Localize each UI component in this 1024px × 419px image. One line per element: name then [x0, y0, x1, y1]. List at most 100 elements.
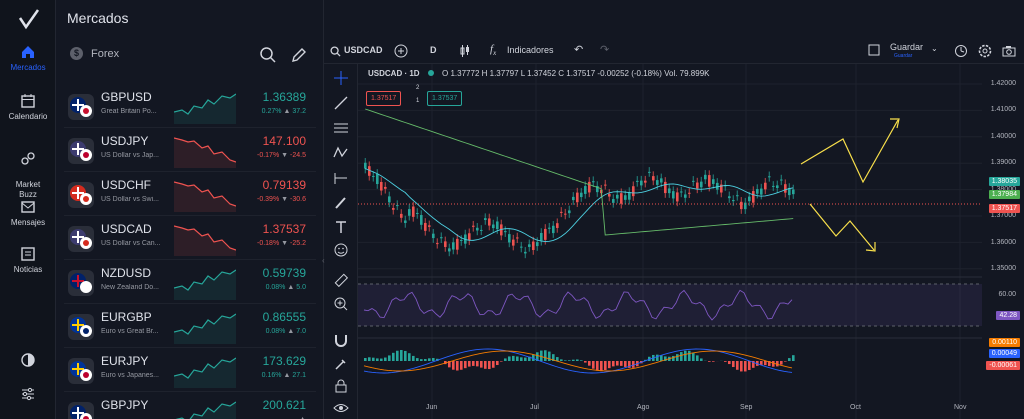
candle-body: [696, 182, 699, 189]
eye-icon[interactable]: [333, 400, 349, 416]
spread-bottom: 1: [416, 98, 420, 104]
candle-body: [492, 224, 495, 229]
candle-body: [568, 210, 571, 214]
market-row[interactable]: USDJPY US Dollar vs Jap... 147.100 -0.17…: [64, 128, 316, 172]
candles-type-icon[interactable]: [459, 44, 471, 58]
macd-histogram-bar: [772, 361, 775, 367]
indicators-fx-icon[interactable]: fx: [490, 43, 497, 58]
market-row[interactable]: EURJPY Euro vs Japanes... 173.629 0.16% …: [64, 348, 316, 392]
search-icon[interactable]: [259, 46, 277, 64]
candle-body: [508, 234, 511, 243]
interval-button[interactable]: D: [430, 45, 437, 55]
compare-add-icon[interactable]: [394, 44, 408, 58]
candle-body: [424, 222, 427, 231]
edit-pencil-icon[interactable]: [290, 46, 308, 64]
macd-histogram-bar: [728, 361, 731, 365]
macd-histogram-bar: [424, 359, 427, 361]
chevron-down-icon[interactable]: ⌄: [931, 44, 938, 53]
rsi-value-tag: 42.28: [996, 311, 1020, 320]
lock-icon[interactable]: [333, 378, 349, 394]
emoji-icon[interactable]: [333, 242, 349, 258]
nav-mercados[interactable]: Mercados: [0, 44, 56, 72]
macd-histogram-bar: [532, 354, 535, 361]
symbol-button[interactable]: USDCAD: [344, 45, 383, 55]
candle-body: [672, 191, 675, 199]
price-scale[interactable]: 1.42000 1.41000 1.40000 1.39000 1.38000 1.370…: [982, 64, 1024, 419]
chart-title: USDCAD · 1D: [368, 69, 420, 78]
left-rail: Mercados Calendario Market Buzz Mensajes…: [0, 0, 56, 419]
market-row[interactable]: USDCHF US Dollar vs Swi... 0.79139 -0.39…: [64, 172, 316, 216]
undo-icon[interactable]: ↶: [574, 44, 584, 56]
layout-select-icon[interactable]: [868, 44, 880, 56]
macd-histogram-bar: [576, 359, 579, 361]
trend-line-icon[interactable]: [333, 95, 349, 111]
candle-body: [444, 241, 447, 247]
change-points: 27.1: [292, 372, 306, 379]
sparkline-chart: [174, 225, 236, 256]
macd-histogram-bar: [696, 355, 699, 361]
camera-icon[interactable]: [1002, 44, 1016, 58]
alert-clock-icon[interactable]: [954, 44, 968, 58]
forecast-icon[interactable]: [333, 170, 349, 186]
macd-histogram-bar: [408, 353, 411, 361]
price-tick-label: 1.42000: [990, 80, 1016, 87]
symbol-search-icon[interactable]: [330, 46, 341, 57]
market-row[interactable]: USDCAD US Dollar vs Can... 1.37537 -0.18…: [64, 216, 316, 260]
nav-label: Noticias: [13, 265, 43, 274]
arrow-head: [865, 242, 876, 252]
theme-contrast-icon[interactable]: [20, 352, 36, 368]
market-description: Euro vs Japanes...: [101, 372, 159, 379]
market-buzz-icon: [21, 152, 35, 165]
buy-price-button[interactable]: 1.37537: [427, 91, 463, 106]
zoom-in-icon[interactable]: [333, 296, 349, 312]
macd-histogram-bar: [400, 350, 403, 361]
price-chart[interactable]: [358, 64, 982, 419]
save-button[interactable]: Guardar: [890, 42, 924, 52]
candle-body: [612, 199, 615, 203]
settings-sliders-icon[interactable]: [20, 386, 36, 402]
market-row[interactable]: GBPJPY 200.621 ▲: [64, 392, 316, 419]
market-price: 1.37537: [262, 222, 306, 236]
drawing-mode-icon[interactable]: [333, 356, 349, 372]
candle-body: [520, 246, 523, 248]
indicators-button[interactable]: Indicadores: [507, 45, 554, 55]
logo-checkmark-icon[interactable]: [18, 8, 40, 30]
redo-icon[interactable]: ↷: [600, 44, 610, 56]
candle-body: [728, 196, 731, 199]
change-points: -25.2: [290, 240, 306, 247]
currency-flag-icon: [68, 402, 94, 419]
candle-body: [596, 186, 599, 193]
market-price: 0.86555: [262, 310, 306, 324]
gear-icon[interactable]: [978, 44, 992, 58]
nav-market-buzz[interactable]: Market Buzz: [0, 141, 56, 200]
nav-noticias[interactable]: Noticias: [0, 246, 56, 274]
macd-histogram-bar: [748, 361, 751, 371]
macd-histogram-bar: [700, 358, 703, 361]
macd-histogram-bar: [760, 361, 763, 365]
pattern-icon[interactable]: [333, 145, 349, 161]
collapse-panel-icon[interactable]: ‹: [322, 256, 325, 265]
macd-histogram-bar: [556, 357, 559, 361]
macd-histogram-bar: [472, 361, 475, 366]
macd-histogram-bar: [432, 357, 435, 361]
text-icon[interactable]: [333, 219, 349, 235]
category-selector[interactable]: $ Forex: [70, 47, 119, 60]
market-row[interactable]: GBPUSD Great Britain Po... 1.36389 0.27%…: [64, 84, 316, 128]
market-row[interactable]: NZDUSD New Zealand Do... 0.59739 0.08% ▲…: [64, 260, 316, 304]
magnet-icon[interactable]: [333, 332, 349, 348]
market-row[interactable]: EURGBP Euro vs Great Br... 0.86555 0.08%…: [64, 304, 316, 348]
brush-icon[interactable]: [333, 195, 349, 211]
rsi-band: [358, 284, 982, 326]
sparkline-chart: [174, 313, 236, 344]
macd-histogram-bar: [540, 350, 543, 361]
fib-lines-icon[interactable]: [333, 120, 349, 136]
home-icon: [22, 46, 34, 58]
nav-mensajes[interactable]: Mensajes: [0, 199, 56, 227]
nav-calendario[interactable]: Calendario: [0, 93, 56, 121]
price-tick-label: 1.35000: [990, 265, 1016, 272]
sell-price-button[interactable]: 1.37517: [366, 91, 402, 106]
ruler-icon[interactable]: [333, 272, 349, 288]
change-points: 7.0: [296, 328, 306, 335]
macd-histogram-bar: [676, 354, 679, 361]
crosshair-icon[interactable]: [333, 70, 349, 86]
